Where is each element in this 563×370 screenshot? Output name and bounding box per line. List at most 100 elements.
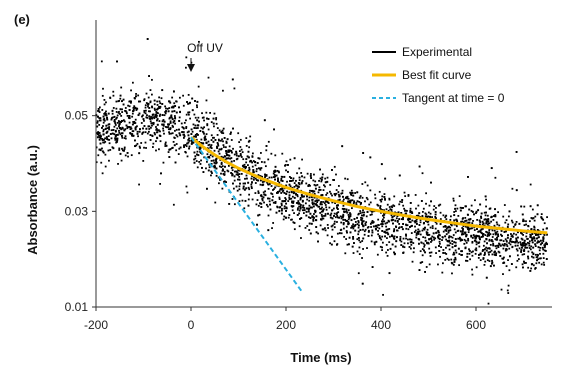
experimental-point	[270, 176, 273, 179]
experimental-point	[362, 228, 364, 231]
experimental-point	[243, 165, 246, 168]
experimental-point	[503, 242, 506, 245]
experimental-point	[193, 135, 196, 138]
experimental-point	[356, 200, 359, 203]
experimental-point	[525, 231, 528, 234]
experimental-point	[348, 216, 351, 219]
experimental-point	[217, 150, 220, 153]
experimental-point	[151, 124, 153, 127]
experimental-point	[446, 257, 449, 260]
experimental-point	[156, 129, 159, 132]
experimental-point	[134, 128, 137, 131]
experimental-point	[313, 173, 315, 176]
experimental-point	[285, 210, 287, 212]
experimental-point	[512, 232, 515, 235]
experimental-point	[462, 225, 465, 228]
experimental-point	[437, 263, 439, 266]
experimental-point	[148, 107, 151, 109]
experimental-point	[429, 216, 432, 218]
off-uv-annotation: Off UV	[187, 41, 223, 72]
experimental-point	[267, 183, 270, 186]
experimental-point	[415, 220, 418, 223]
experimental-point	[202, 116, 205, 119]
experimental-point	[102, 151, 105, 154]
experimental-point	[210, 147, 213, 150]
experimental-point	[362, 220, 365, 223]
experimental-point	[390, 214, 393, 217]
experimental-point	[539, 257, 542, 260]
experimental-point	[384, 222, 387, 225]
experimental-point	[337, 211, 340, 214]
experimental-point	[528, 240, 531, 243]
experimental-point	[492, 233, 495, 236]
experimental-point	[359, 241, 362, 244]
experimental-point	[412, 251, 415, 254]
experimental-point	[493, 253, 496, 256]
experimental-point	[422, 236, 425, 239]
experimental-point	[263, 161, 266, 164]
experimental-point	[153, 117, 156, 120]
experimental-point	[517, 241, 520, 244]
experimental-point	[120, 86, 123, 89]
experimental-point	[280, 179, 283, 182]
experimental-point	[531, 251, 534, 254]
experimental-point	[376, 253, 379, 256]
experimental-point	[120, 128, 123, 131]
experimental-point	[380, 220, 383, 223]
experimental-point	[206, 147, 209, 150]
experimental-point	[341, 207, 344, 210]
experimental-point	[224, 165, 226, 168]
experimental-point	[470, 251, 473, 254]
experimental-point	[481, 220, 484, 223]
experimental-point	[267, 197, 269, 200]
experimental-point	[210, 134, 213, 137]
experimental-point	[538, 240, 541, 243]
experimental-point	[187, 111, 190, 114]
experimental-point	[445, 227, 448, 230]
experimental-point	[314, 200, 317, 203]
experimental-point	[480, 236, 483, 238]
experimental-point	[391, 243, 394, 246]
experimental-point	[302, 204, 305, 207]
experimental-point	[482, 222, 485, 225]
experimental-point	[527, 257, 530, 260]
experimental-point	[222, 127, 225, 130]
experimental-point	[424, 270, 426, 273]
experimental-point	[297, 202, 300, 205]
experimental-point	[102, 130, 105, 133]
experimental-point	[201, 112, 203, 115]
experimental-point	[363, 233, 366, 236]
experimental-point	[507, 223, 510, 226]
experimental-point	[429, 226, 432, 229]
experimental-point	[495, 254, 497, 257]
experimental-point	[255, 168, 258, 170]
experimental-point	[301, 175, 303, 178]
experimental-point	[162, 129, 165, 132]
experimental-point	[212, 159, 215, 162]
experimental-point	[389, 208, 392, 211]
experimental-point	[259, 168, 262, 171]
experimental-point	[370, 240, 373, 243]
experimental-point	[230, 167, 233, 169]
experimental-point	[163, 132, 165, 135]
experimental-point	[478, 237, 481, 239]
experimental-point	[239, 153, 242, 155]
experimental-point	[320, 180, 323, 183]
experimental-point	[309, 175, 312, 177]
experimental-point	[467, 237, 470, 240]
experimental-point	[274, 201, 277, 203]
experimental-point	[195, 138, 198, 141]
experimental-point	[239, 193, 242, 196]
experimental-point	[151, 117, 154, 120]
experimental-point	[530, 267, 533, 270]
experimental-point	[196, 150, 199, 153]
experimental-point	[479, 238, 481, 241]
experimental-point	[155, 140, 157, 143]
experimental-point	[220, 161, 223, 164]
experimental-point	[525, 223, 528, 226]
experimental-point	[452, 253, 455, 256]
experimental-point	[362, 209, 364, 212]
experimental-point	[116, 60, 118, 63]
experimental-point	[188, 139, 191, 142]
experimental-point	[300, 194, 303, 196]
